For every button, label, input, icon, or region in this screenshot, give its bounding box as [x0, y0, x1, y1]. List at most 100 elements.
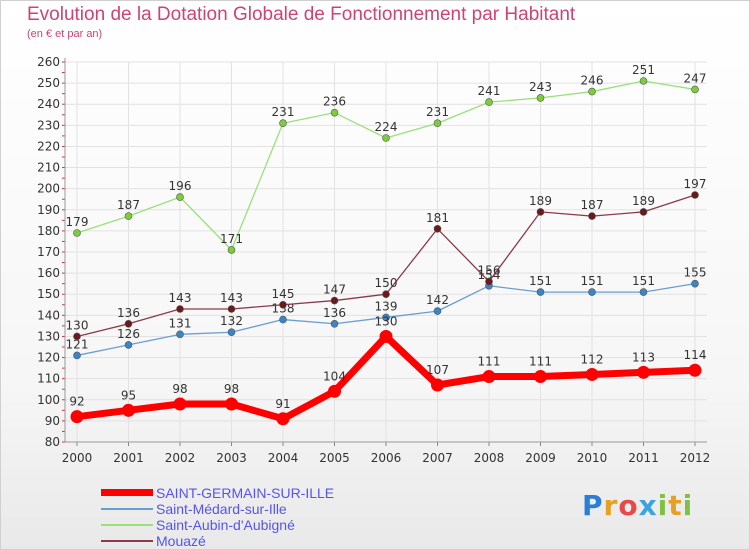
legend-label-mouaz-: Mouazé — [156, 533, 206, 549]
data-label-saint-aubin-d-aubign--2009: 243 — [529, 80, 552, 94]
data-point-saint-m-dard-sur-ille-2011 — [639, 288, 648, 296]
x-tick-label-2011: 2011 — [628, 451, 659, 465]
data-point-saint-m-dard-sur-ille-2009 — [536, 288, 545, 296]
data-label-saint-germain-sur-ille-2006: 130 — [375, 314, 398, 328]
y-tick-label-190: 190 — [37, 203, 60, 217]
data-point-saint-m-dard-sur-ille-2012 — [691, 279, 699, 288]
data-label-saint-m-dard-sur-ille-2001: 126 — [117, 327, 140, 341]
data-point-saint-aubin-d-aubign--2007 — [433, 119, 442, 128]
data-label-saint-aubin-d-aubign--2010: 246 — [581, 74, 604, 88]
data-label-saint-m-dard-sur-ille-2003: 132 — [220, 314, 243, 328]
data-label-saint-m-dard-sur-ille-2012: 155 — [684, 266, 707, 280]
y-tick-label-210: 210 — [37, 161, 60, 175]
data-label-saint-aubin-d-aubign--2012: 247 — [684, 71, 707, 85]
data-label-mouaz--2000: 130 — [66, 318, 89, 332]
x-tick-label-2001: 2001 — [113, 451, 144, 465]
data-point-saint-aubin-d-aubign--2006 — [382, 134, 390, 142]
data-point-saint-aubin-d-aubign--2001 — [124, 212, 133, 220]
data-label-mouaz--2004: 145 — [272, 287, 295, 301]
legend-swatch-saint-aubin-d-aubign- — [101, 524, 153, 526]
logo-letter: r — [603, 489, 619, 522]
data-label-mouaz--2006: 150 — [375, 276, 398, 290]
x-tick-label-2006: 2006 — [371, 451, 402, 465]
y-tick-label-180: 180 — [37, 224, 60, 238]
data-label-saint-m-dard-sur-ille-2011: 151 — [632, 274, 655, 288]
data-point-saint-germain-sur-ille-2002 — [173, 397, 187, 411]
data-point-saint-m-dard-sur-ille-2004 — [279, 315, 287, 324]
data-point-mouaz--2002 — [176, 305, 184, 313]
data-point-mouaz--2008 — [485, 277, 493, 286]
data-point-saint-m-dard-sur-ille-2006 — [382, 313, 390, 322]
data-point-mouaz--2011 — [639, 208, 648, 216]
y-tick-label-160: 160 — [37, 266, 60, 280]
data-point-saint-m-dard-sur-ille-2003 — [227, 328, 236, 337]
data-label-saint-m-dard-sur-ille-2008: 154 — [478, 268, 501, 282]
data-point-saint-aubin-d-aubign--2002 — [176, 193, 184, 201]
data-point-saint-germain-sur-ille-2001 — [122, 403, 135, 417]
data-point-saint-m-dard-sur-ille-2001 — [124, 341, 133, 349]
data-label-mouaz--2008: 156 — [478, 264, 501, 278]
data-point-saint-aubin-d-aubign--2000 — [73, 229, 81, 237]
y-tick-label-240: 240 — [37, 97, 60, 111]
data-point-saint-germain-sur-ille-2008 — [482, 370, 496, 384]
data-point-saint-germain-sur-ille-2011 — [637, 365, 650, 379]
data-label-saint-germain-sur-ille-2002: 98 — [172, 382, 187, 396]
data-point-saint-aubin-d-aubign--2003 — [227, 246, 236, 254]
y-tick-label-150: 150 — [37, 287, 60, 301]
data-label-saint-m-dard-sur-ille-2002: 131 — [169, 316, 192, 330]
data-point-saint-germain-sur-ille-2003 — [225, 397, 238, 411]
data-point-saint-germain-sur-ille-2006 — [379, 329, 393, 343]
data-point-saint-m-dard-sur-ille-2007 — [433, 307, 442, 315]
data-label-saint-germain-sur-ille-2004: 91 — [275, 397, 290, 411]
data-label-saint-aubin-d-aubign--2011: 251 — [632, 63, 655, 77]
data-point-saint-germain-sur-ille-2007 — [431, 378, 444, 392]
data-label-saint-aubin-d-aubign--2001: 187 — [117, 198, 140, 212]
data-label-mouaz--2011: 189 — [632, 194, 655, 208]
data-label-mouaz--2005: 147 — [323, 283, 346, 297]
data-label-saint-germain-sur-ille-2007: 107 — [426, 363, 449, 377]
logo-letter: i — [657, 489, 669, 522]
data-label-saint-aubin-d-aubign--2006: 224 — [375, 120, 398, 134]
proxiti-logo: Proxiti — [582, 489, 693, 522]
data-point-saint-germain-sur-ille-2005 — [328, 384, 341, 398]
data-point-mouaz--2000 — [73, 332, 81, 341]
data-label-saint-m-dard-sur-ille-2009: 151 — [529, 274, 552, 288]
logo-letter: x — [638, 489, 658, 522]
data-point-saint-m-dard-sur-ille-2000 — [73, 351, 81, 360]
logo-letter: i — [682, 489, 694, 522]
data-label-saint-germain-sur-ille-2000: 92 — [69, 395, 84, 409]
logo-letter: P — [582, 489, 604, 522]
x-tick-label-2003: 2003 — [216, 451, 247, 465]
chart-title: Evolution de la Dotation Globale de Fonc… — [27, 4, 576, 25]
data-label-mouaz--2010: 187 — [581, 198, 604, 212]
data-label-saint-germain-sur-ille-2001: 95 — [121, 388, 136, 402]
data-point-saint-aubin-d-aubign--2012 — [691, 85, 699, 94]
data-label-saint-aubin-d-aubign--2000: 179 — [66, 215, 89, 229]
data-label-saint-germain-sur-ille-2010: 112 — [581, 352, 604, 366]
y-tick-label-230: 230 — [37, 118, 60, 132]
data-point-saint-aubin-d-aubign--2010 — [588, 87, 596, 96]
data-point-saint-aubin-d-aubign--2008 — [485, 98, 493, 106]
x-tick-label-2000: 2000 — [62, 451, 93, 465]
data-label-saint-aubin-d-aubign--2007: 231 — [426, 105, 449, 119]
data-label-mouaz--2009: 189 — [529, 194, 552, 208]
data-point-mouaz--2001 — [124, 319, 133, 328]
data-label-saint-aubin-d-aubign--2003: 171 — [220, 232, 243, 246]
data-label-saint-aubin-d-aubign--2005: 236 — [323, 95, 346, 109]
x-tick-label-2009: 2009 — [525, 451, 556, 465]
y-tick-label-220: 220 — [37, 139, 60, 153]
data-point-saint-aubin-d-aubign--2004 — [279, 119, 287, 128]
data-point-saint-aubin-d-aubign--2009 — [536, 94, 545, 102]
data-label-saint-germain-sur-ille-2005: 104 — [323, 369, 346, 383]
data-label-saint-germain-sur-ille-2009: 111 — [529, 355, 552, 369]
data-label-mouaz--2012: 197 — [684, 177, 707, 191]
data-point-mouaz--2005 — [330, 296, 339, 305]
data-point-saint-germain-sur-ille-2012 — [688, 363, 702, 377]
data-label-saint-aubin-d-aubign--2004: 231 — [272, 105, 295, 119]
data-label-saint-aubin-d-aubign--2002: 196 — [169, 179, 192, 193]
x-tick-label-2010: 2010 — [577, 451, 608, 465]
data-point-mouaz--2004 — [279, 300, 287, 309]
data-label-saint-m-dard-sur-ille-2007: 142 — [426, 293, 449, 307]
data-point-saint-aubin-d-aubign--2011 — [639, 77, 648, 85]
